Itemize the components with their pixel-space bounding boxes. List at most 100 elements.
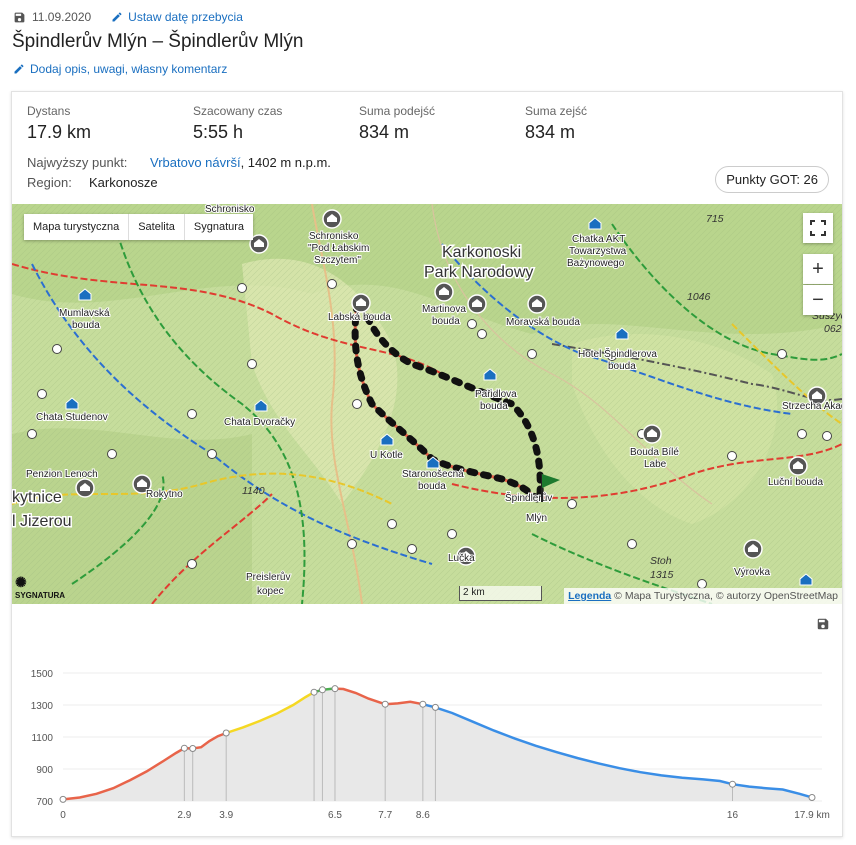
map-place-label: Bażynowego <box>567 258 625 269</box>
map-place-label: Pařidlova <box>475 389 517 400</box>
waypoint-marker[interactable] <box>419 700 427 708</box>
hut-icon[interactable] <box>807 386 827 406</box>
add-description-label: Dodaj opis, uwagi, własny komentarz <box>30 62 228 76</box>
hotel-icon[interactable] <box>380 433 394 446</box>
map-node <box>607 351 617 361</box>
map-region-label: Park Narodowy <box>424 264 533 281</box>
hut-icon[interactable] <box>75 478 95 498</box>
map-place-label: Schronisko <box>205 204 255 215</box>
map[interactable]: Schronisko Schronisko "Pod Łabskim Szczytem… <box>12 204 842 604</box>
map-node <box>107 449 117 459</box>
set-date-link[interactable]: Ustaw datę przebycia <box>111 10 243 24</box>
y-tick-label: 1100 <box>31 733 53 744</box>
waypoint-marker[interactable] <box>331 685 339 693</box>
highest-point-label: Najwyższy punkt: <box>27 155 128 170</box>
elevation-segment <box>62 731 227 801</box>
map-place-label: Towarzystwa <box>569 246 627 257</box>
region-value: Karkonosze <box>89 175 158 190</box>
y-tick-label: 1300 <box>31 701 54 712</box>
pencil-icon <box>14 64 24 74</box>
highest-point-elevation: , 1402 m n.p.m. <box>240 155 331 170</box>
hut-icon[interactable] <box>322 209 342 229</box>
map-place-label: bouda <box>480 401 508 412</box>
highest-point-link[interactable]: Vrbatovo návrší <box>150 155 241 170</box>
map-place-label: Výrovka <box>734 567 771 578</box>
map-node <box>527 349 537 359</box>
hotel-icon[interactable] <box>65 397 79 410</box>
map-node <box>37 389 47 399</box>
elevation-profile-chart[interactable]: 700 900 1100 1300 1500 0 2.9 3.9 6.5 7.7 8.6 16 17.9… <box>12 636 842 836</box>
waypoint-marker[interactable] <box>728 780 736 788</box>
waypoint-marker[interactable] <box>222 729 230 737</box>
map-place-label: Chatka AKT <box>572 234 625 245</box>
map-node <box>727 451 737 461</box>
hotel-icon[interactable] <box>426 456 440 469</box>
save-icon[interactable] <box>13 11 26 24</box>
fullscreen-icon <box>810 220 826 236</box>
route-date: 11.09.2020 <box>32 10 92 24</box>
waypoint-marker[interactable] <box>808 793 816 801</box>
save-chart-icon[interactable] <box>816 617 830 631</box>
stat-label: Suma podejść <box>359 104 436 118</box>
hut-icon[interactable] <box>249 234 269 254</box>
map-scale: 2 km <box>459 586 542 601</box>
hut-icon[interactable] <box>642 424 662 444</box>
map-place-label: Špindlerův <box>505 491 552 504</box>
x-tick-label: 6.5 <box>328 810 342 821</box>
add-description-link[interactable]: Dodaj opis, uwagi, własny komentarz <box>13 62 227 76</box>
tab-tourist-map[interactable]: Mapa turystyczna <box>24 214 130 240</box>
tab-signature[interactable]: Sygnatura <box>193 221 245 233</box>
map-place-label: Luční bouda <box>768 477 823 488</box>
fullscreen-button[interactable] <box>803 213 833 243</box>
map-region-label: kytnice <box>12 489 62 506</box>
map-place-label: U Kotle <box>370 450 403 461</box>
map-place-label: bouda <box>608 361 636 372</box>
hut-icon[interactable] <box>743 539 763 559</box>
hotel-icon[interactable] <box>254 399 268 412</box>
waypoint-marker[interactable] <box>381 700 389 708</box>
highest-point-row: Najwyższy punkt: Vrbatovo návrší, 1402 m … <box>27 155 331 170</box>
elevation-segment <box>422 702 813 799</box>
hotel-icon[interactable] <box>799 573 813 586</box>
hotel-icon[interactable] <box>483 368 497 381</box>
waypoint-marker[interactable] <box>310 688 318 696</box>
hut-icon[interactable] <box>132 474 152 494</box>
waypoint-marker[interactable] <box>59 795 67 803</box>
stat-descent: Suma zejść 834 m <box>525 104 587 143</box>
x-tick-label: 8.6 <box>416 810 430 821</box>
hut-icon[interactable] <box>467 294 487 314</box>
hotel-icon[interactable] <box>615 327 629 340</box>
waypoint-marker[interactable] <box>180 744 188 752</box>
x-tick-label: 0 <box>60 810 66 821</box>
map-place-label: "Pod Łabskim <box>308 243 369 254</box>
legend-link[interactable]: Legenda <box>568 590 612 602</box>
pencil-icon <box>112 12 122 22</box>
stat-value: 834 m <box>525 122 576 142</box>
map-node <box>447 529 457 539</box>
zoom-in-button[interactable]: + <box>803 254 833 284</box>
hut-icon[interactable] <box>527 294 547 314</box>
map-place-label: Chata Dvoračky <box>224 417 295 428</box>
tab-satellite[interactable]: Satelita <box>129 214 185 240</box>
elevation-segment <box>225 691 315 735</box>
hut-icon[interactable] <box>351 293 371 313</box>
waypoint-marker[interactable] <box>318 686 326 694</box>
hut-icon[interactable] <box>434 282 454 302</box>
got-points-badge[interactable]: Punkty GOT: 26 <box>715 166 829 193</box>
map-node <box>187 559 197 569</box>
waypoint-marker[interactable] <box>189 745 197 753</box>
hut-icon[interactable] <box>788 456 808 476</box>
y-tick-label: 700 <box>36 797 53 808</box>
map-place-label: Preislerův <box>246 571 290 583</box>
hut-icon[interactable] <box>456 546 476 566</box>
hotel-icon[interactable] <box>588 217 602 230</box>
map-place-label: Chata Studenov <box>36 412 108 423</box>
waypoint-marker[interactable] <box>431 703 439 711</box>
elevation-segment <box>334 687 424 706</box>
hotel-icon[interactable] <box>78 288 92 301</box>
map-place-label: Hotel Špindlerova <box>578 347 657 360</box>
map-node <box>327 279 337 289</box>
stat-time: Szacowany czas 5:55 h <box>193 104 282 143</box>
zoom-out-button[interactable]: − <box>803 285 833 315</box>
